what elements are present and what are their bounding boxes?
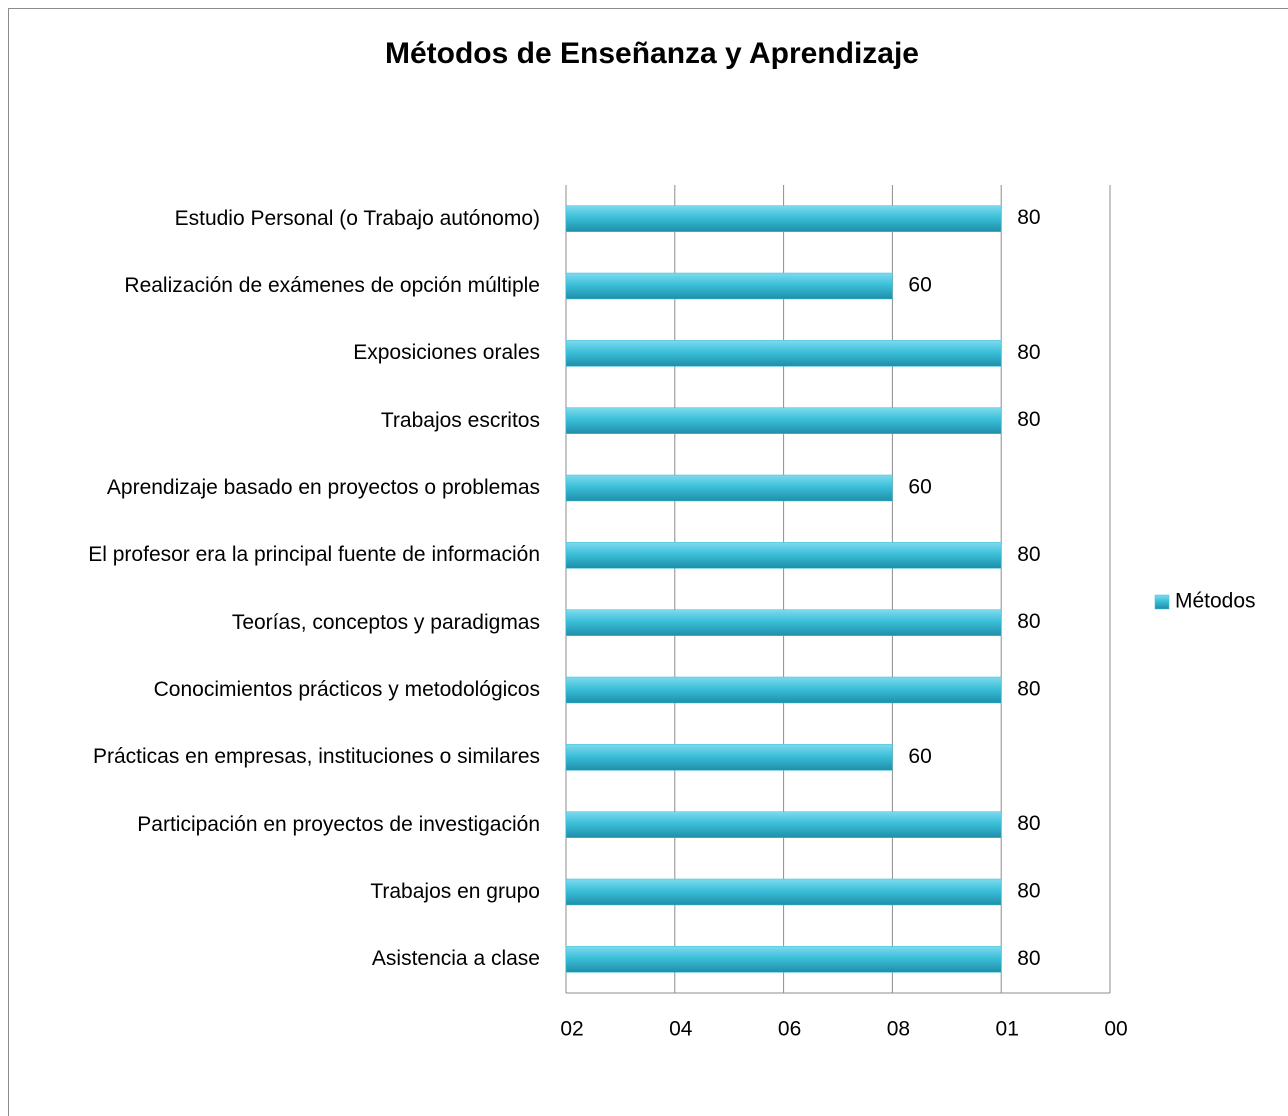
x-tick-label: 06	[778, 1018, 801, 1041]
data-label: 80	[1017, 206, 1040, 229]
y-tick-label: Teorías, conceptos y paradigmas	[231, 610, 540, 634]
bar	[565, 676, 1002, 704]
data-label: 80	[1017, 880, 1040, 903]
x-tick-label: 08	[887, 1018, 910, 1041]
x-tick-label: 01	[996, 1018, 1019, 1041]
data-label: 80	[1017, 408, 1040, 431]
x-tick-label: 04	[669, 1018, 693, 1041]
data-label: 80	[1017, 947, 1040, 970]
data-label: 80	[1017, 678, 1040, 701]
y-tick-label: El profesor era la principal fuente de i…	[88, 543, 540, 567]
y-tick-label: Asistencia a clase	[371, 947, 540, 971]
bar	[565, 946, 1002, 973]
bar	[565, 474, 893, 502]
bar	[565, 340, 1002, 367]
bar	[565, 811, 1002, 838]
bar	[565, 744, 893, 771]
x-tick-label: 00	[1104, 1018, 1127, 1041]
data-label: 60	[908, 745, 931, 768]
bar	[565, 272, 893, 300]
y-tick-label: Conocimientos prácticos y metodológicos	[153, 678, 540, 701]
bar	[565, 878, 1002, 906]
data-label: 80	[1017, 543, 1040, 566]
data-label: 60	[908, 476, 931, 499]
chart-title: Métodos de Enseñanza y Aprendizaje	[385, 37, 919, 70]
y-tick-label: Participación en proyectos de investigac…	[137, 812, 540, 836]
chart-frame	[8, 8, 1288, 1116]
bar	[565, 542, 1002, 569]
x-tick-label: 02	[560, 1018, 583, 1041]
y-tick-label: Trabajos escritos	[380, 408, 540, 432]
legend-label: Métodos	[1175, 590, 1256, 613]
legend-swatch	[1154, 594, 1170, 610]
y-tick-label: Trabajos en grupo	[370, 880, 540, 903]
bar	[565, 407, 1002, 434]
y-tick-label: Prácticas en empresas, instituciones o s…	[92, 745, 540, 769]
bar	[565, 205, 1002, 232]
bar	[565, 609, 1002, 636]
data-label: 60	[908, 274, 931, 297]
y-tick-label: Aprendizaje basado en proyectos o proble…	[106, 476, 540, 499]
y-tick-label: Estudio Personal (o Trabajo autónomo)	[174, 206, 540, 230]
data-label: 80	[1017, 341, 1040, 364]
y-tick-label: Realización de exámenes de opción múltip…	[124, 274, 540, 297]
y-tick-label: Exposiciones orales	[353, 341, 540, 365]
data-label: 80	[1017, 812, 1040, 835]
data-label: 80	[1017, 610, 1040, 633]
